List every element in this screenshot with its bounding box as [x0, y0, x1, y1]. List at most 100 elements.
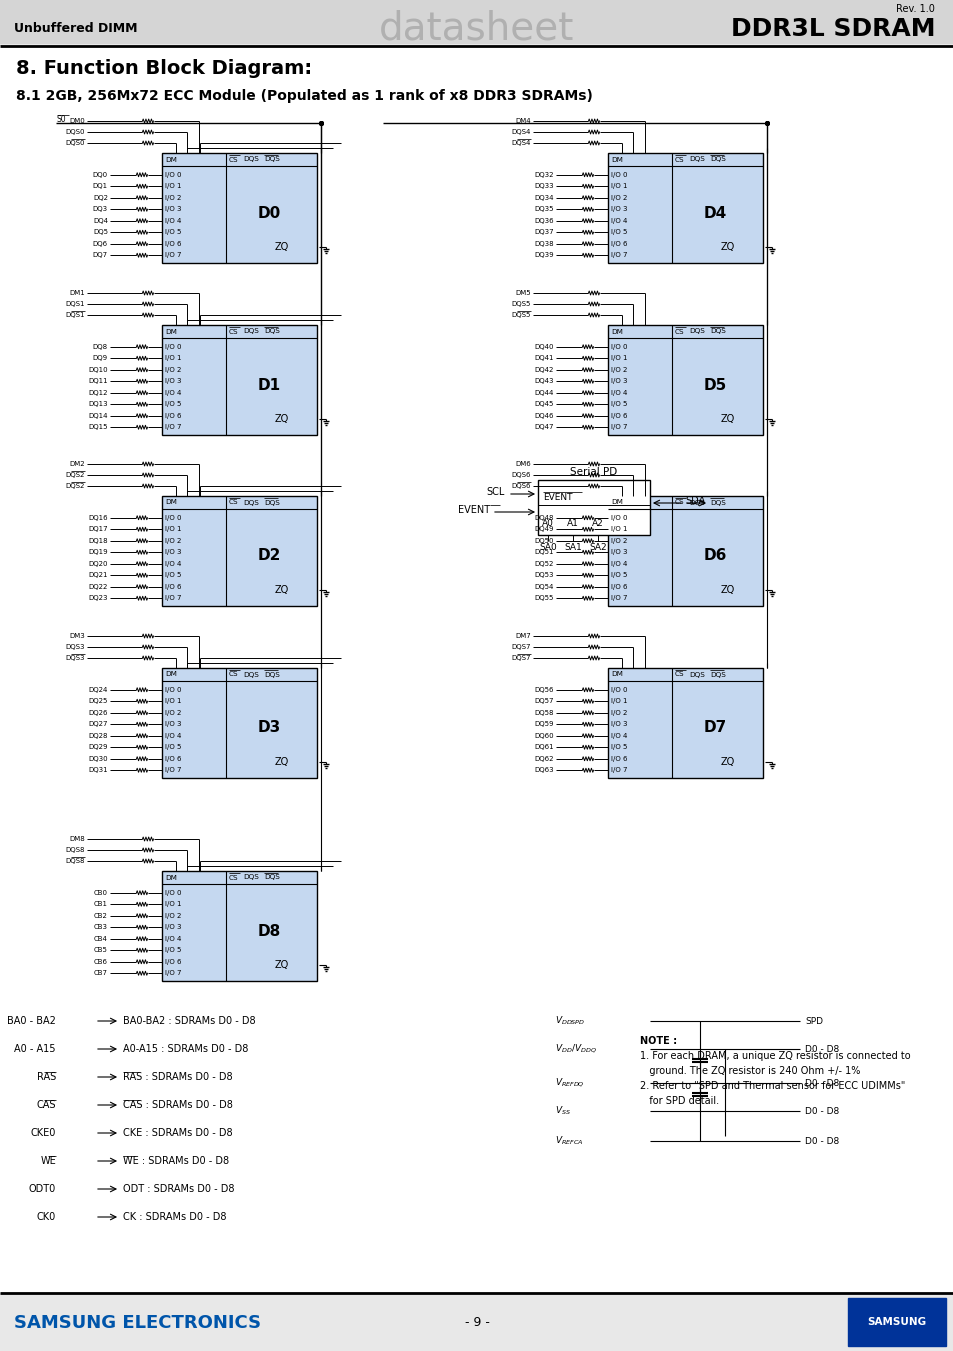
Text: DQS: DQS	[264, 874, 279, 881]
Text: I/O 4: I/O 4	[165, 389, 181, 396]
Text: DQ23: DQ23	[89, 596, 108, 601]
Text: I/O 7: I/O 7	[610, 253, 627, 258]
Text: BA0-BA2 : SDRAMs D0 - D8: BA0-BA2 : SDRAMs D0 - D8	[123, 1016, 255, 1025]
Text: DM1: DM1	[70, 290, 85, 296]
Text: I/O 4: I/O 4	[165, 732, 181, 739]
Text: DQS: DQS	[243, 328, 258, 335]
Text: SPD: SPD	[804, 1016, 822, 1025]
Text: CS: CS	[675, 500, 684, 505]
Text: DQS2: DQS2	[66, 484, 85, 489]
Text: DQ54: DQ54	[534, 584, 554, 590]
Text: ZQ: ZQ	[274, 585, 289, 594]
Text: DQ26: DQ26	[89, 709, 108, 716]
Text: RAS: RAS	[37, 1071, 56, 1082]
Text: EVENT: EVENT	[542, 493, 572, 503]
Text: I/O 0: I/O 0	[165, 686, 181, 693]
Text: Rev. 1.0: Rev. 1.0	[895, 4, 934, 14]
Text: I/O 0: I/O 0	[610, 172, 627, 178]
Text: WE : SDRAMs D0 - D8: WE : SDRAMs D0 - D8	[123, 1156, 229, 1166]
Text: CS: CS	[229, 157, 238, 162]
Text: I/O 1: I/O 1	[165, 527, 181, 532]
Text: I/O 5: I/O 5	[165, 401, 181, 407]
Text: DM5: DM5	[515, 290, 531, 296]
Bar	[607, 153, 762, 263]
Text: DQS: DQS	[688, 328, 704, 335]
Text: I/O 1: I/O 1	[610, 184, 627, 189]
Text: DM7: DM7	[515, 634, 531, 639]
Text: DQ21: DQ21	[89, 573, 108, 578]
Text: DQ18: DQ18	[89, 538, 108, 543]
Text: DQS5: DQS5	[511, 301, 531, 307]
Text: I/O 4: I/O 4	[610, 561, 627, 567]
Text: SCL: SCL	[486, 486, 504, 497]
Text: DQ42: DQ42	[534, 366, 554, 373]
Text: $V_{DD}/V_{DDQ}$: $V_{DD}/V_{DDQ}$	[555, 1043, 597, 1055]
Text: S0: S0	[57, 115, 67, 124]
Text: I/O 7: I/O 7	[610, 596, 627, 601]
Text: DQ53: DQ53	[534, 573, 554, 578]
Text: I/O 5: I/O 5	[610, 401, 627, 407]
Text: 2. Refer to "SPD and Thermal sensor for ECC UDIMMs": 2. Refer to "SPD and Thermal sensor for …	[639, 1081, 904, 1092]
Text: DQS8: DQS8	[66, 847, 85, 852]
Text: DQ3: DQ3	[92, 207, 108, 212]
Text: CS: CS	[229, 500, 238, 505]
Text: DM3: DM3	[70, 634, 85, 639]
Text: DQ13: DQ13	[89, 401, 108, 407]
Text: I/O 5: I/O 5	[165, 744, 181, 750]
Text: CS: CS	[675, 328, 684, 335]
Text: DM8: DM8	[70, 836, 85, 842]
Text: ZQ: ZQ	[720, 585, 735, 594]
Text: DQ51: DQ51	[534, 550, 554, 555]
Text: CS: CS	[229, 874, 238, 881]
Text: I/O 2: I/O 2	[610, 366, 627, 373]
Text: DQ17: DQ17	[89, 527, 108, 532]
Text: DQS6: DQS6	[511, 471, 531, 478]
Text: I/O 5: I/O 5	[610, 744, 627, 750]
Text: ZQ: ZQ	[720, 413, 735, 424]
Text: DQS: DQS	[264, 671, 279, 677]
Text: I/O 2: I/O 2	[165, 913, 181, 919]
Text: DM: DM	[165, 500, 176, 505]
Text: DQ48: DQ48	[534, 515, 554, 520]
Text: I/O 5: I/O 5	[610, 230, 627, 235]
Text: DQ47: DQ47	[534, 424, 554, 430]
Text: D6: D6	[702, 549, 726, 563]
Bar	[847, 1298, 945, 1346]
Text: $V_{SS}$: $V_{SS}$	[555, 1105, 571, 1117]
Text: I/O 3: I/O 3	[610, 378, 627, 384]
Text: DQS: DQS	[688, 500, 704, 505]
Text: DQ46: DQ46	[534, 413, 554, 419]
Text: I/O 4: I/O 4	[165, 218, 181, 224]
Text: DQS5: DQS5	[511, 312, 531, 317]
Text: DQ30: DQ30	[89, 755, 108, 762]
Text: I/O 1: I/O 1	[165, 184, 181, 189]
Text: CK : SDRAMs D0 - D8: CK : SDRAMs D0 - D8	[123, 1212, 226, 1223]
Text: D0: D0	[257, 205, 280, 220]
Text: DQS7: DQS7	[511, 644, 531, 650]
Text: DQS4: DQS4	[511, 141, 531, 146]
Text: I/O 7: I/O 7	[165, 970, 181, 977]
Text: DQ59: DQ59	[534, 721, 554, 727]
Bar	[0, 1293, 953, 1351]
Text: I/O 6: I/O 6	[165, 413, 181, 419]
Text: SA1: SA1	[563, 543, 581, 551]
Text: DM: DM	[165, 157, 176, 162]
Text: DQ14: DQ14	[89, 413, 108, 419]
Text: I/O 7: I/O 7	[165, 767, 181, 773]
Text: DQS0: DQS0	[66, 141, 85, 146]
Text: DQS: DQS	[243, 874, 258, 881]
Text: BA0 - BA2: BA0 - BA2	[7, 1016, 56, 1025]
Text: $V_{DDSPD}$: $V_{DDSPD}$	[555, 1015, 584, 1027]
Text: I/O 3: I/O 3	[610, 550, 627, 555]
Bar	[162, 496, 316, 607]
Text: DQ0: DQ0	[92, 172, 108, 178]
Text: I/O 3: I/O 3	[610, 207, 627, 212]
Text: I/O 2: I/O 2	[610, 709, 627, 716]
Text: DQS3: DQS3	[66, 644, 85, 650]
Text: DQ45: DQ45	[534, 401, 554, 407]
Bar	[162, 326, 316, 435]
Text: Unbuffered DIMM: Unbuffered DIMM	[14, 23, 137, 35]
Text: DQ22: DQ22	[89, 584, 108, 590]
Text: $V_{REFCA}$: $V_{REFCA}$	[555, 1135, 583, 1147]
Text: DQ58: DQ58	[534, 709, 554, 716]
